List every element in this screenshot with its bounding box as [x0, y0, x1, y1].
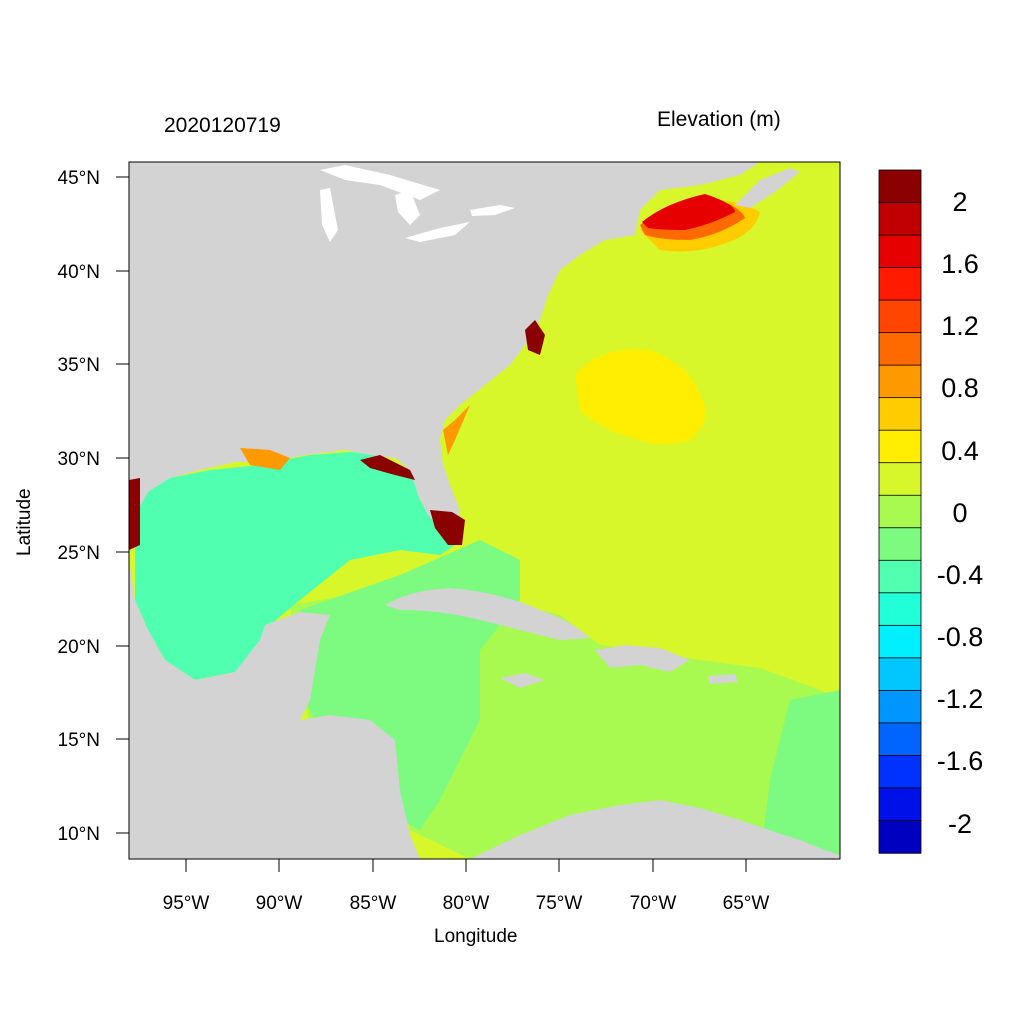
north-america: [129, 162, 760, 540]
gulf-coast-surge: [360, 455, 415, 480]
x-tick-labels: 95°W 90°W 85°W 80°W 75°W 70°W 65°W: [163, 893, 770, 914]
colorbar-swatch: [878, 462, 922, 496]
y-axis-ticks: [116, 176, 129, 834]
colorbar-swatch: [878, 332, 922, 366]
colorbar: [878, 169, 922, 854]
land: [129, 162, 840, 859]
y-tick-label: 40°N: [58, 262, 100, 283]
louisiana-surge: [240, 448, 290, 470]
x-axis-ticks: [185, 859, 747, 872]
colorbar-label: -0.8: [937, 622, 984, 652]
colorbar-label: 1.2: [941, 311, 979, 341]
colorbar-swatch: [878, 397, 922, 431]
x-tick-label: 70°W: [630, 893, 677, 914]
y-tick-label: 20°N: [58, 637, 100, 658]
x-tick-label: 95°W: [163, 893, 210, 914]
variable-title: Elevation (m): [657, 108, 781, 131]
great-lakes: [320, 165, 515, 242]
lake-huron: [395, 190, 420, 225]
eastern-caribbean: [760, 690, 840, 859]
colorbar-swatch: [878, 429, 922, 464]
colorbar-swatch: [878, 234, 922, 269]
georgia-coast-surge: [443, 405, 470, 455]
colorbar-label: -2: [948, 809, 972, 839]
y-tick-label: 45°N: [58, 168, 100, 189]
central-america: [129, 560, 420, 859]
y-tick-label: 35°N: [58, 355, 100, 376]
map-panel: [129, 162, 840, 859]
colorbar-swatch: [878, 787, 922, 822]
south-florida-surge: [430, 510, 465, 545]
colorbar-label: 1.6: [941, 249, 979, 279]
y-tick-label: 15°N: [58, 730, 100, 751]
y-tick-label: 10°N: [58, 824, 100, 845]
date-title: 2020120719: [164, 114, 281, 137]
colorbar-swatch: [878, 364, 922, 399]
lake-michigan: [320, 188, 338, 242]
colorbar-label: -1.2: [937, 684, 984, 714]
cuba: [385, 588, 590, 640]
x-axis-title: Longitude: [434, 926, 518, 947]
y-tick-labels: 45°N 40°N 35°N 30°N 25°N 20°N 15°N 10°N: [58, 168, 100, 845]
colorbar-swatch: [878, 202, 922, 236]
colorbar-label: -1.6: [937, 746, 984, 776]
colorbar-swatch: [878, 169, 922, 204]
hispaniola: [595, 645, 690, 672]
x-tick-label: 90°W: [256, 893, 303, 914]
colorbar-label: -0.4: [937, 560, 984, 590]
y-tick-label: 30°N: [58, 449, 100, 470]
colorbar-swatch: [878, 624, 922, 659]
x-tick-label: 75°W: [536, 893, 583, 914]
south-america: [470, 800, 840, 859]
colorbar-swatch: [878, 559, 922, 594]
y-tick-label: 25°N: [58, 543, 100, 564]
lake-ontario: [470, 205, 515, 216]
colorbar-swatch: [878, 494, 922, 529]
colorbar-swatch: [878, 657, 922, 692]
gulf-of-mexico: [135, 452, 455, 680]
nova-scotia: [735, 168, 800, 208]
colorbar-swatch: [878, 267, 922, 301]
colorbar-swatch: [878, 722, 922, 757]
colorbar-label: 0: [952, 498, 967, 528]
colorbar-swatch: [878, 527, 922, 561]
colorbar-label: 0.8: [941, 373, 979, 403]
y-axis-title: Latitude: [14, 488, 35, 556]
outer-banks-surge: [525, 320, 545, 355]
jamaica: [500, 673, 545, 688]
lake-erie: [405, 222, 470, 242]
sargasso-high: [575, 349, 706, 444]
colorbar-label: 0.4: [941, 436, 979, 466]
surge-inner: [642, 194, 735, 230]
colorbar-swatch: [878, 592, 922, 627]
x-tick-label: 65°W: [723, 893, 770, 914]
colorbar-label: 2: [952, 187, 967, 217]
colorbar-swatch: [878, 820, 922, 854]
puerto-rico: [708, 674, 738, 684]
texas-surge: [129, 478, 140, 550]
x-tick-label: 80°W: [443, 893, 490, 914]
plot-frame: [128, 161, 841, 860]
colorbar-swatch: [878, 689, 922, 724]
colorbar-swatch: [878, 755, 922, 789]
x-tick-label: 85°W: [350, 893, 397, 914]
colorbar-labels: 2 1.6 1.2 0.8 0.4 0 -0.4 -0.8 -1.2 -1.6 …: [937, 187, 984, 839]
colorbar-swatch: [878, 299, 922, 334]
